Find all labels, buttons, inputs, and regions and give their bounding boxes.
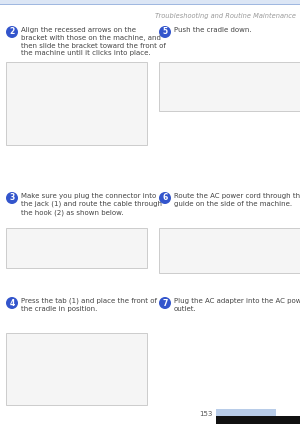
Bar [0, 4, 300, 5]
Text: 4: 4 [9, 298, 15, 307]
Text: Troubleshooting and Routine Maintenance: Troubleshooting and Routine Maintenance [155, 13, 296, 19]
Circle shape [6, 26, 18, 38]
Bar [6, 333, 147, 405]
Text: Push the cradle down.: Push the cradle down. [174, 27, 252, 33]
Text: Plug the AC adapter into the AC power
outlet.: Plug the AC adapter into the AC power ou… [174, 298, 300, 312]
Text: 153: 153 [200, 411, 213, 417]
Bar [159, 62, 300, 111]
Circle shape [6, 297, 18, 309]
Text: 3: 3 [9, 193, 15, 203]
Circle shape [6, 192, 18, 204]
Circle shape [159, 297, 171, 309]
Bar [6, 62, 147, 145]
Bar [216, 409, 276, 416]
Bar [6, 228, 147, 268]
Text: 5: 5 [162, 28, 168, 36]
Text: 7: 7 [162, 298, 168, 307]
Text: Press the tab (1) and place the front of
the cradle in position.: Press the tab (1) and place the front of… [21, 298, 157, 312]
Bar [216, 416, 300, 424]
Bar [159, 228, 300, 273]
Text: 2: 2 [9, 28, 15, 36]
Text: Route the AC power cord through the
guide on the side of the machine.: Route the AC power cord through the guid… [174, 193, 300, 207]
Text: Align the recessed arrows on the
bracket with those on the machine, and
then sli: Align the recessed arrows on the bracket… [21, 27, 166, 56]
Bar [0, 0, 300, 4]
Circle shape [159, 26, 171, 38]
Circle shape [159, 192, 171, 204]
Text: 6: 6 [162, 193, 168, 203]
Text: Make sure you plug the connector into
the jack (1) and route the cable through
t: Make sure you plug the connector into th… [21, 193, 162, 215]
